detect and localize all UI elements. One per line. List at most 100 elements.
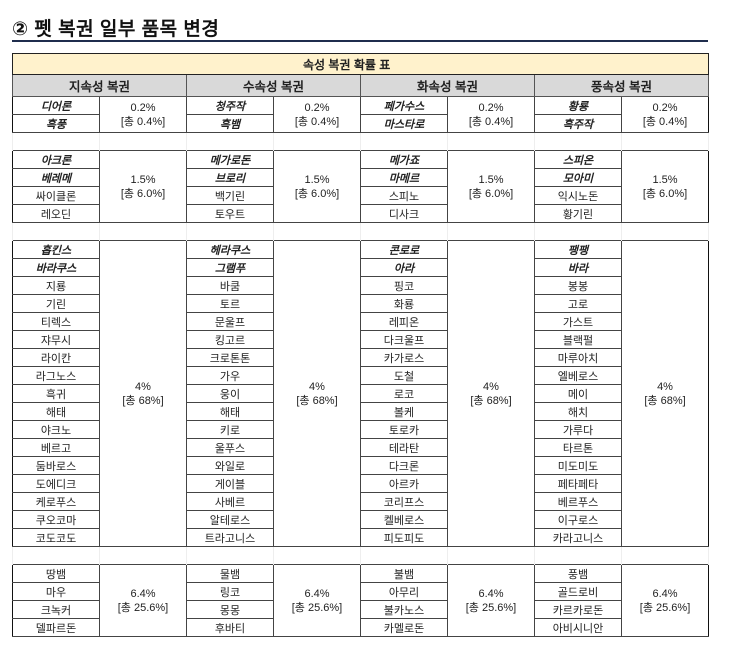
pet-name-cell: 카르카로돈: [534, 600, 622, 619]
pet-name-cell: 황기린: [534, 204, 622, 223]
spacer-cell: [12, 132, 100, 151]
pet-name-cell: 쿠오코마: [12, 510, 100, 529]
table-row: 싸이클론 백기린 스피노 익시노돈: [12, 186, 709, 205]
pet-name-cell: 화룡: [360, 294, 448, 313]
pet-name-cell: 마메르: [360, 168, 448, 187]
rate-cell: 6.4% [총 25.6%]: [99, 564, 187, 637]
pet-name-cell: 고로: [534, 294, 622, 313]
pet-name-cell: 사베르: [186, 492, 274, 511]
pet-name-cell: 티렉스: [12, 312, 100, 331]
pet-name-cell: 홉킨스: [12, 240, 100, 259]
table-caption-text: 속성 복권 확률 표: [303, 57, 391, 72]
pet-name-cell: 카멜로돈: [360, 618, 448, 637]
rate-value: 1.5%: [478, 173, 504, 186]
pet-name-cell: 싸이클론: [12, 186, 100, 205]
rate-value: 0.2%: [478, 101, 504, 114]
rate-cell: 0.2% [총 0.4%]: [273, 96, 361, 133]
spacer-cell: [360, 222, 448, 241]
pet-name-cell: 아크론: [12, 150, 100, 169]
pet-name-cell: 골드로비: [534, 582, 622, 601]
section-heading: ② 펫 복권 일부 품목 변경: [12, 19, 220, 40]
table-row: 흑귀 웅이 로코 메이: [12, 384, 709, 403]
pet-name-cell: 볼케: [360, 402, 448, 421]
spacer-cell: [273, 222, 361, 241]
table-row: 코도코도 트라고니스 피도피도 카라고니스: [12, 528, 709, 547]
table-row: 쟈무시 킹고르 다크울프 블랙펄: [12, 330, 709, 349]
pet-name-cell: 쟈무시: [12, 330, 100, 349]
rate-value: 4%: [483, 380, 499, 393]
rate-value: 0.2%: [130, 101, 156, 114]
pet-name-cell: 도철: [360, 366, 448, 385]
pet-name-cell: 링코: [186, 582, 274, 601]
pet-name-cell: 모아미: [534, 168, 622, 187]
pet-name-cell: 디사크: [360, 204, 448, 223]
pet-name-cell: 와일로: [186, 456, 274, 475]
table-row: 기린 토르 화룡 고로: [12, 294, 709, 313]
pet-name-cell: 레오딘: [12, 204, 100, 223]
spacer-row: [12, 222, 710, 241]
rate-total: [총 68%]: [644, 394, 686, 407]
pet-name-cell: 마우: [12, 582, 100, 601]
spacer-row: [12, 546, 710, 565]
pet-name-cell: 미도미도: [534, 456, 622, 475]
pet-name-cell: 케로푸스: [12, 492, 100, 511]
table-row: 베르고 울푸스 테라탄 타르톤: [12, 438, 709, 457]
pet-name-cell: 헤라쿠스: [186, 240, 274, 259]
rate-total: [총 0.4%]: [468, 115, 514, 128]
pet-name-cell: 코도코도: [12, 528, 100, 547]
rate-value: 6.4%: [478, 587, 504, 600]
rate-value: 6.4%: [652, 587, 678, 600]
pet-name-cell: 아비시니안: [534, 618, 622, 637]
rate-value: 6.4%: [304, 587, 330, 600]
rate-cell: 4% [총 68%]: [99, 240, 187, 547]
pet-name-cell: 풍뱀: [534, 564, 622, 583]
rate-cell: 6.4% [총 25.6%]: [273, 564, 361, 637]
pet-name-cell: 로코: [360, 384, 448, 403]
rate-total: [총 25.6%]: [639, 601, 691, 614]
rate-value: 4%: [657, 380, 673, 393]
table-caption-row: 속성 복권 확률 표: [11, 53, 710, 75]
table-row: 흑풍 흑뱀 마스타로 흑주작: [12, 114, 709, 133]
rate-cell: 1.5% [총 6.0%]: [447, 150, 535, 223]
rate-total: [총 68%]: [296, 394, 338, 407]
spacer-cell: [620, 222, 710, 241]
pet-name-cell: 도에디크: [12, 474, 100, 493]
pet-name-cell: 블랙펄: [534, 330, 622, 349]
pet-name-cell: 가우: [186, 366, 274, 385]
pet-name-cell: 이구로스: [534, 510, 622, 529]
rate-total: [총 0.4%]: [120, 115, 166, 128]
spacer-cell: [447, 222, 535, 241]
pet-name-cell: 라그노스: [12, 366, 100, 385]
rate-cell: 4% [총 68%]: [273, 240, 361, 547]
pet-name-cell: 페타페타: [534, 474, 622, 493]
spacer-cell: [360, 546, 448, 565]
spacer-cell: [447, 132, 535, 151]
pet-name-cell: 흑뱀: [186, 114, 274, 133]
pet-name-cell: 땅뱀: [12, 564, 100, 583]
pet-name-cell: 익시노돈: [534, 186, 622, 205]
table-caption: 속성 복권 확률 표: [11, 53, 710, 75]
pet-name-cell: 기린: [12, 294, 100, 313]
pet-name-cell: 지룡: [12, 276, 100, 295]
pet-name-cell: 웅이: [186, 384, 274, 403]
pet-name-cell: 해태: [12, 402, 100, 421]
rate-total: [총 25.6%]: [291, 601, 343, 614]
pet-name-cell: 흑주작: [534, 114, 622, 133]
table-row: 쿠오코마 알테로스 켈베로스 이구로스: [12, 510, 709, 529]
pet-name-cell: 그램푸: [186, 258, 274, 277]
pet-name-cell: 봉봉: [534, 276, 622, 295]
rate-total: [총 68%]: [122, 394, 164, 407]
pet-name-cell: 가루다: [534, 420, 622, 439]
pet-name-cell: 브로리: [186, 168, 274, 187]
pet-name-cell: 다크울프: [360, 330, 448, 349]
pet-name-cell: 켈베로스: [360, 510, 448, 529]
rate-value: 1.5%: [652, 173, 678, 186]
heading-underline: [12, 40, 708, 42]
spacer-cell: [12, 222, 100, 241]
spacer-cell: [620, 546, 710, 565]
header-water: 수속성 복권: [186, 74, 361, 97]
pet-name-cell: 핑코: [360, 276, 448, 295]
rate-value: 1.5%: [304, 173, 330, 186]
pet-name-cell: 카라고니스: [534, 528, 622, 547]
pet-name-cell: 몽몽: [186, 600, 274, 619]
